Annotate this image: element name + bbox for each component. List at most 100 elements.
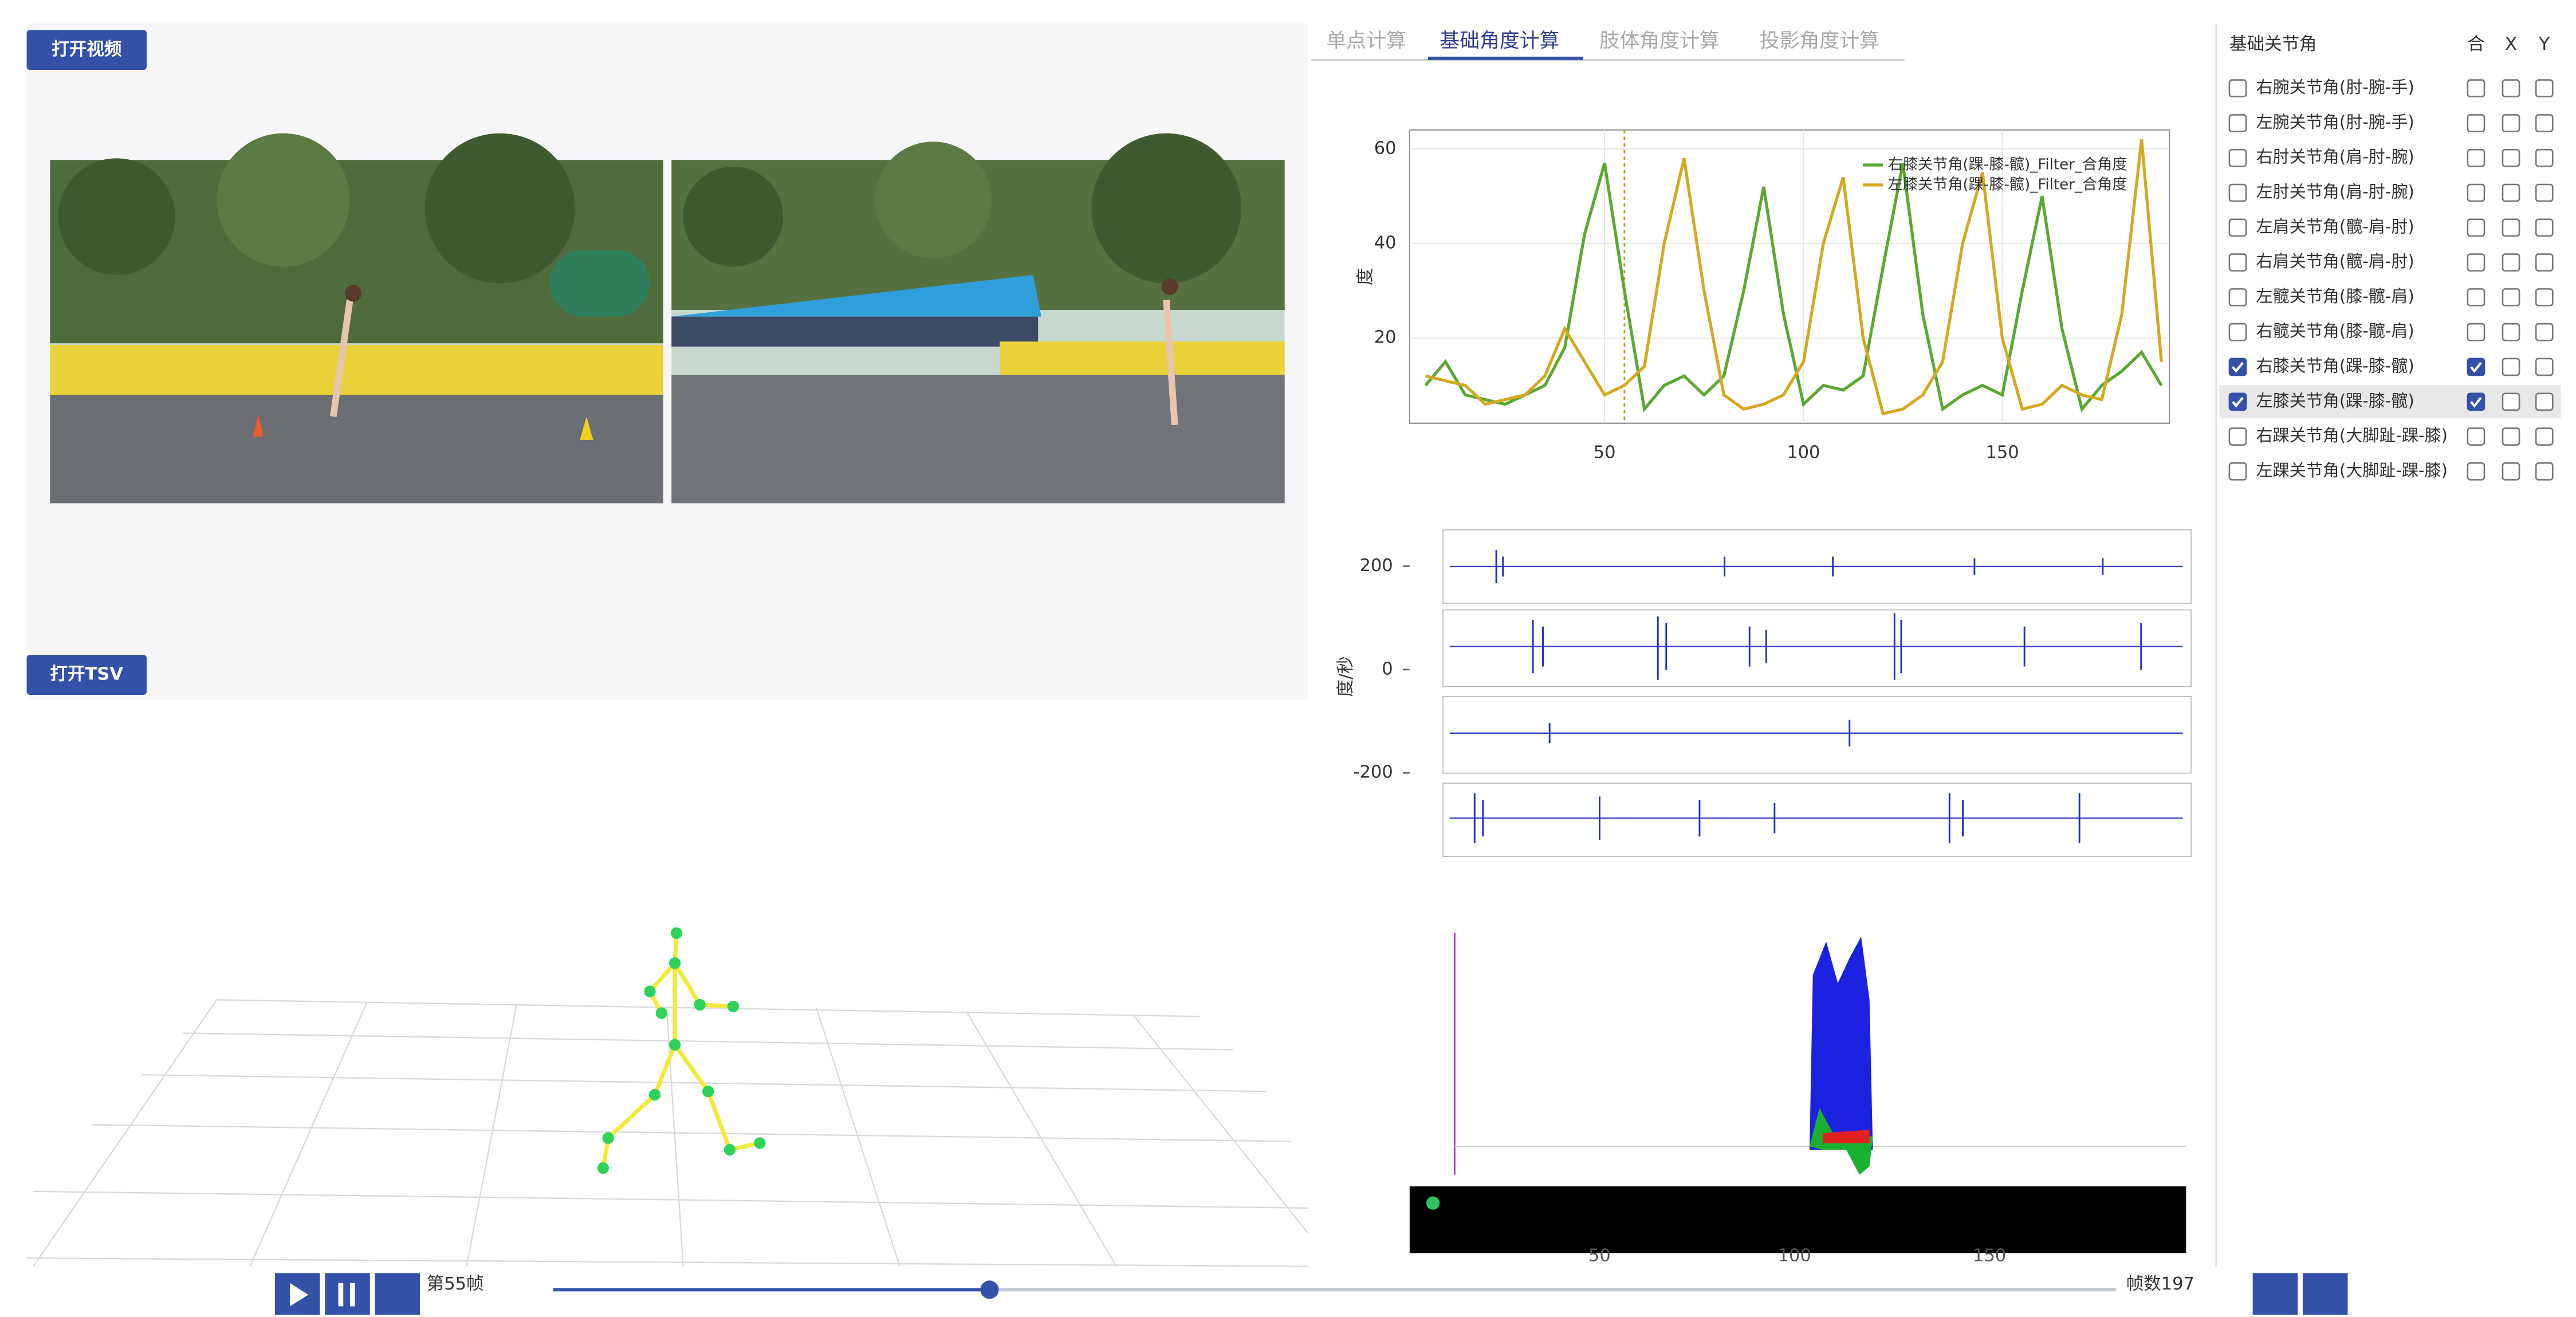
x-checkbox[interactable] [2502, 427, 2520, 446]
joint-label: 右肘关节角(肩-肘-腕) [2256, 147, 2414, 167]
row-checkbox[interactable] [2228, 323, 2247, 341]
y-checkbox[interactable] [2535, 427, 2554, 446]
x-checkbox[interactable] [2502, 392, 2520, 411]
x-checkbox[interactable] [2502, 148, 2520, 167]
total-frames-label: 帧数197 [2126, 1274, 2194, 1294]
x-checkbox[interactable] [2502, 323, 2520, 341]
prev-button[interactable] [2302, 1273, 2348, 1315]
tab[interactable]: 投影角度计算 [1760, 30, 1879, 53]
x-tick-label: 50 [1594, 443, 1616, 463]
x-checkbox[interactable] [2502, 218, 2520, 237]
series-line [1424, 163, 2163, 413]
checkmark [2470, 396, 2482, 408]
joint-label: 左肘关节角(肩-肘-腕) [2256, 182, 2414, 202]
joint-label: 右腕关节角(肘-腕-手) [2256, 77, 2414, 97]
he-checkbox[interactable] [2467, 79, 2485, 98]
he-checkbox[interactable] [2467, 392, 2485, 411]
y-checkbox[interactable] [2535, 392, 2554, 411]
rewind-button[interactable] [375, 1273, 420, 1315]
pause-button[interactable] [325, 1273, 370, 1315]
playback-buttons [274, 1273, 2348, 1315]
row-checkbox[interactable] [2228, 114, 2247, 132]
button-label: 打开TSV [50, 665, 124, 685]
joint-label: 左踝关节角(大脚趾-踝-膝) [2256, 461, 2447, 480]
x-checkbox[interactable] [2502, 79, 2520, 98]
y-checkbox[interactable] [2535, 323, 2554, 341]
legend-label: 左膝关节角(踝-膝-髋)_Filter_合角度 [1888, 176, 2127, 193]
open-tsv-button[interactable] [26, 655, 147, 695]
row-checkbox[interactable] [2228, 462, 2247, 481]
row-checkbox[interactable] [2228, 183, 2247, 202]
y-tick-label: 0 [1382, 659, 1393, 679]
he-checkbox[interactable] [2467, 148, 2485, 167]
he-checkbox[interactable] [2467, 183, 2485, 202]
y-checkbox[interactable] [2535, 114, 2554, 132]
tab[interactable]: 肢体角度计算 [1599, 30, 1719, 53]
y-checkbox[interactable] [2535, 288, 2554, 306]
y-tick-label: 200 [1359, 556, 1393, 576]
he-checkbox[interactable] [2467, 427, 2485, 446]
x-checkbox[interactable] [2502, 462, 2520, 481]
joint-label: 右髋关节角(膝-髋-肩) [2256, 321, 2414, 341]
y-checkbox[interactable] [2535, 79, 2554, 98]
x-tick-label: 150 [1973, 1246, 2006, 1266]
open-video-button[interactable] [26, 30, 147, 70]
velocity-subplots [1442, 529, 2192, 857]
y-checkbox[interactable] [2535, 183, 2554, 202]
next-button[interactable] [2252, 1273, 2298, 1315]
column-header: 合 [2467, 34, 2485, 54]
x-checkbox[interactable] [2502, 183, 2520, 202]
row-checkbox[interactable] [2228, 357, 2247, 376]
skeleton [597, 927, 766, 1174]
panel-header: 基础关节角 [2229, 34, 2317, 54]
joint-label: 右肩关节角(髋-肩-肘) [2256, 251, 2414, 271]
video-frame [671, 133, 1285, 504]
y-checkbox[interactable] [2535, 357, 2554, 376]
skeleton-panel [26, 699, 1308, 1267]
he-checkbox[interactable] [2467, 218, 2485, 237]
tab[interactable]: 基础角度计算 [1440, 30, 1559, 53]
joint-label: 左肩关节角(髋-肩-肘) [2256, 217, 2414, 236]
he-checkbox[interactable] [2467, 253, 2485, 272]
row-checkbox[interactable] [2228, 392, 2247, 411]
row-checkbox[interactable] [2228, 253, 2247, 272]
he-checkbox[interactable] [2467, 288, 2485, 306]
x-checkbox[interactable] [2502, 253, 2520, 272]
row-checkbox[interactable] [2228, 218, 2247, 237]
x-checkbox[interactable] [2502, 357, 2520, 376]
button-label: 打开视频 [52, 40, 122, 60]
y-tick-label: -200 [1353, 762, 1393, 783]
x-checkbox[interactable] [2502, 114, 2520, 132]
he-checkbox[interactable] [2467, 114, 2485, 132]
spectrum-image [1409, 933, 2186, 1253]
checkmark [2470, 361, 2482, 374]
checkmark [2232, 361, 2244, 374]
joint-label: 左髋关节角(膝-髋-肩) [2256, 286, 2414, 306]
joint-label: 右膝关节角(踝-膝-髋) [2256, 356, 2414, 376]
y-checkbox[interactable] [2535, 253, 2554, 272]
tab[interactable]: 单点计算 [1326, 30, 1406, 53]
he-checkbox[interactable] [2467, 357, 2485, 376]
x-checkbox[interactable] [2502, 288, 2520, 306]
row-checkbox[interactable] [2228, 148, 2247, 167]
y-checkbox[interactable] [2535, 462, 2554, 481]
series-line [1425, 139, 2163, 416]
frame-label: 第55帧 [427, 1274, 484, 1294]
row-checkbox[interactable] [2228, 288, 2247, 306]
legend-label: 右膝关节角(踝-膝-髋)_Filter_合角度 [1888, 156, 2127, 173]
he-checkbox[interactable] [2467, 462, 2485, 481]
y-checkbox[interactable] [2535, 148, 2554, 167]
y-axis-label: 度 [1356, 268, 1376, 286]
slider-knob[interactable] [980, 1280, 999, 1299]
y-tick-label: 60 [1374, 138, 1397, 158]
x-tick-label: 100 [1778, 1246, 1811, 1266]
row-checkbox[interactable] [2228, 427, 2247, 446]
checkmark [2232, 396, 2244, 408]
column-header: X [2505, 34, 2517, 54]
row-checkbox[interactable] [2228, 79, 2247, 98]
y-checkbox[interactable] [2535, 218, 2554, 237]
he-checkbox[interactable] [2467, 323, 2485, 341]
video-frame [50, 133, 663, 504]
